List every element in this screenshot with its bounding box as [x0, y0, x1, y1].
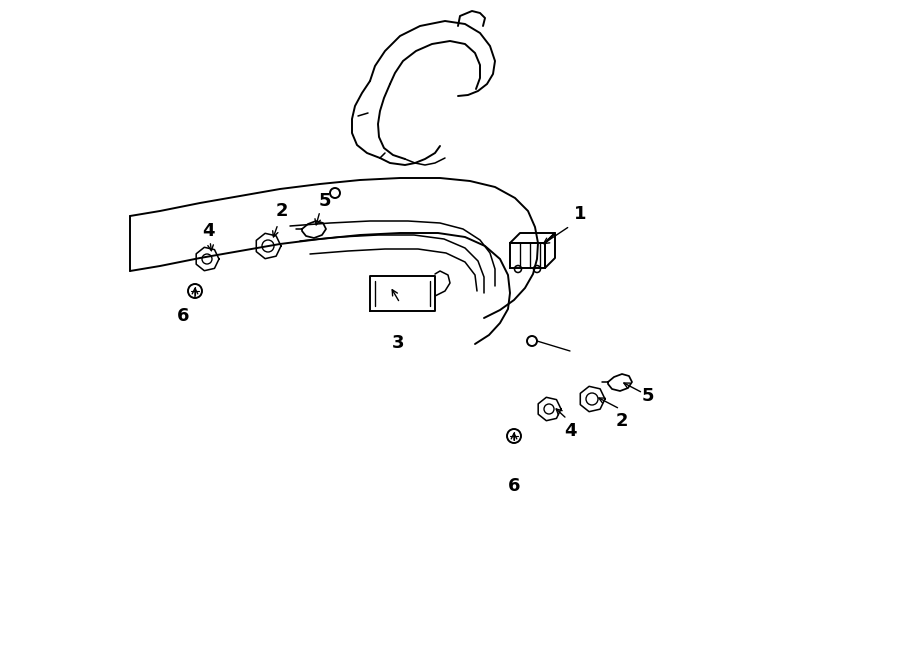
Text: 5: 5: [319, 192, 331, 210]
Text: 5: 5: [642, 387, 654, 405]
Text: 2: 2: [275, 202, 288, 220]
Text: 2: 2: [616, 412, 628, 430]
Text: 3: 3: [392, 334, 404, 352]
Text: 1: 1: [574, 205, 586, 223]
Text: 6: 6: [176, 307, 189, 325]
Text: 4: 4: [563, 422, 576, 440]
Text: 6: 6: [508, 477, 520, 495]
Text: 4: 4: [202, 222, 214, 240]
